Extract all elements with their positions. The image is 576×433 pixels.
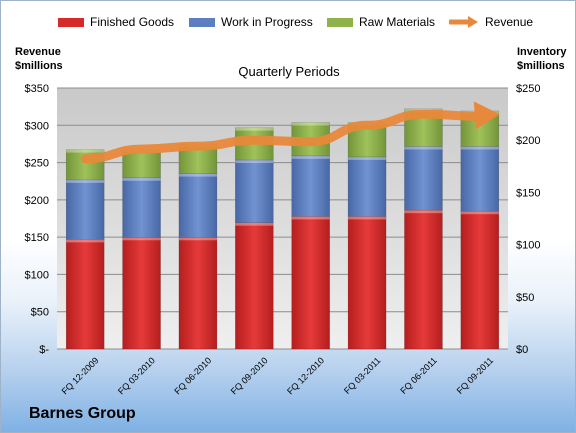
bar-segment-work-in-progress — [291, 155, 330, 217]
x-axis-ticks: FQ 12-2009 FQ 03-2010 FQ 06-2010 FQ 09-2010… — [60, 355, 496, 396]
right-axis-title-line1: Inventory — [517, 46, 567, 58]
bar-segment-highlight — [291, 155, 330, 159]
bar-segment-work-in-progress — [178, 173, 218, 238]
x-tick-label: FQ 06-2011 — [398, 355, 439, 396]
right-tick-label: $250 — [516, 83, 540, 95]
bar-segment-highlight — [291, 216, 330, 220]
bar-segment-highlight — [348, 156, 387, 160]
bar-segment-work-in-progress — [404, 146, 443, 211]
bar-segment-highlight — [348, 216, 387, 220]
left-tick-label: $- — [39, 344, 49, 356]
right-tick-label: $100 — [516, 240, 540, 252]
x-tick-label: FQ 09-2011 — [455, 355, 496, 396]
bar-segment-finished-goods — [235, 222, 274, 350]
legend-swatch-raw-materials — [327, 17, 353, 27]
left-axis-title-line2: $millions — [15, 60, 63, 72]
left-tick-label: $100 — [25, 269, 49, 281]
bar-segment-highlight — [122, 177, 161, 181]
left-tick-label: $150 — [25, 232, 49, 244]
left-tick-label: $350 — [25, 83, 49, 95]
bar-segment-highlight — [291, 122, 330, 126]
x-tick-label: FQ 03-2010 — [116, 355, 157, 396]
legend-item-work-in-progress: Work in Progress — [189, 15, 313, 29]
bar-segment-work-in-progress — [122, 177, 161, 238]
revenue-arrowhead — [473, 101, 500, 130]
bar-segment-highlight — [66, 149, 105, 153]
bar-segment-work-in-progress — [460, 146, 500, 212]
bar-segment-highlight — [66, 239, 105, 243]
left-tick-label: $200 — [25, 195, 49, 207]
legend-item-raw-materials: Raw Materials — [327, 15, 435, 29]
x-tick-label: FQ 12-2009 — [60, 355, 101, 396]
legend-item-revenue: Revenue — [449, 15, 533, 29]
bar-segment-highlight — [404, 210, 443, 214]
bar-segment-highlight — [66, 179, 105, 183]
bar-segment-highlight — [460, 146, 499, 150]
revenue-line — [80, 101, 500, 164]
x-tick-label: FQ 09-2010 — [229, 355, 270, 396]
bar-segment-highlight — [460, 211, 499, 215]
legend-arrow-icon — [449, 16, 478, 28]
left-tick-label: $50 — [31, 307, 49, 319]
right-tick-label: $200 — [516, 135, 540, 147]
bar-segment-finished-goods — [65, 239, 105, 350]
legend-label-revenue: Revenue — [485, 15, 534, 29]
bar-segment-highlight — [404, 146, 443, 150]
right-tick-label: $0 — [516, 344, 528, 356]
bar-segment-finished-goods — [291, 216, 330, 350]
bar-segment-highlight — [235, 160, 274, 164]
bar-segment-highlight — [235, 222, 274, 226]
bar-segment-work-in-progress — [65, 179, 105, 240]
bar-segment-work-in-progress — [235, 159, 274, 223]
left-axis-title: Revenue $millions — [15, 45, 63, 73]
right-tick-label: $50 — [516, 292, 534, 304]
bar-segment-highlight — [235, 127, 274, 131]
revenue-line-path — [80, 109, 485, 164]
x-tick-label: FQ 12-2010 — [285, 355, 326, 396]
bar-segment-finished-goods — [347, 216, 387, 350]
legend-label-work-in-progress: Work in Progress — [221, 15, 313, 29]
legend-item-finished-goods: Finished Goods — [58, 15, 174, 29]
bar-segment-finished-goods — [460, 210, 500, 350]
bar-segment-finished-goods — [404, 209, 443, 350]
left-tick-label: $250 — [25, 158, 49, 170]
legend-swatch-finished-goods — [58, 17, 84, 27]
legend-label-raw-materials: Raw Materials — [359, 15, 436, 29]
company-name: Barnes Group — [29, 405, 136, 422]
right-axis-ticks: $0 $50 $100 $150 $200 $250 — [516, 83, 540, 356]
bar-segment-work-in-progress — [347, 156, 387, 217]
bar-segment-highlight — [178, 173, 217, 177]
x-tick-label: FQ 06-2010 — [172, 355, 213, 396]
bar-segment-finished-goods — [122, 237, 161, 350]
bar-segment-finished-goods — [178, 237, 218, 350]
chart-subtitle: Quarterly Periods — [238, 64, 340, 79]
right-axis-title: Inventory $millions — [517, 45, 567, 73]
legend-swatch-work-in-progress — [189, 17, 215, 27]
right-tick-label: $150 — [516, 187, 540, 199]
right-axis-title-line2: $millions — [517, 60, 565, 72]
left-tick-label: $300 — [25, 120, 49, 132]
bar-segment-highlight — [178, 237, 217, 241]
x-tick-label: FQ 03-2011 — [342, 355, 383, 396]
legend-label-finished-goods: Finished Goods — [90, 15, 175, 29]
left-axis-ticks: $- $50 $100 $150 $200 $250 $300 $350 — [25, 83, 50, 356]
left-axis-title-line1: Revenue — [15, 46, 61, 58]
bar-segment-highlight — [122, 237, 161, 241]
